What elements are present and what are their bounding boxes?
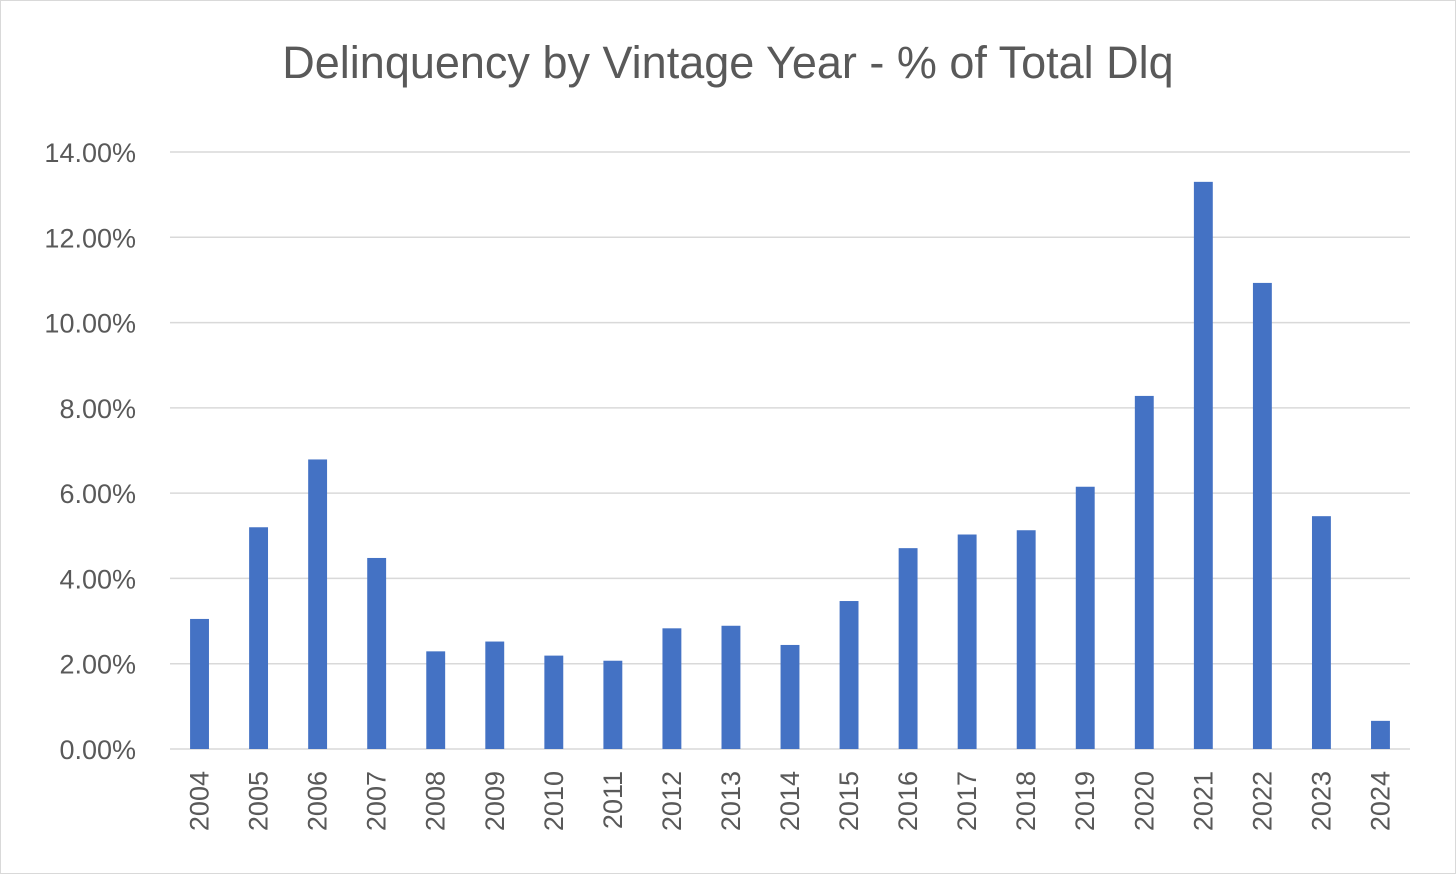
bar-2019 [1075,486,1095,749]
bar-2018 [1016,530,1036,749]
x-tick-label: 2006 [303,771,333,831]
x-tick-label: 2007 [362,771,392,831]
x-tick-label: 2022 [1247,771,1277,831]
x-tick-label: 2016 [893,771,923,831]
bar-2017 [957,534,977,749]
bar-2004 [190,618,209,749]
y-tick-label: 10.00% [44,309,136,339]
x-tick-label: 2009 [480,771,510,831]
y-tick-label: 0.00% [59,735,136,765]
x-tick-label: 2005 [244,771,274,831]
bar-2013 [721,625,741,749]
x-tick-label: 2021 [1188,771,1218,831]
x-tick-label: 2015 [834,771,864,831]
bar-2015 [839,601,859,749]
x-tick-label: 2018 [1011,771,1041,831]
x-tick-label: 2012 [657,771,687,831]
bar-2009 [485,641,505,749]
bar-2012 [662,628,682,749]
x-tick-label: 2014 [775,771,805,831]
x-tick-label: 2008 [421,771,451,831]
bar-2021 [1193,181,1213,750]
bar-2008 [426,651,446,749]
bar-2023 [1311,516,1331,749]
chart-title: Delinquency by Vintage Year - % of Total… [282,37,1174,88]
x-tick-label: 2013 [716,771,746,831]
y-tick-label: 4.00% [59,564,136,594]
bar-2016 [898,548,918,749]
bar-2007 [367,557,387,749]
y-tick-label: 6.00% [59,479,136,509]
bar-2006 [308,459,328,749]
y-tick-label: 14.00% [44,138,136,168]
bar-2010 [544,655,564,749]
x-tick-label: 2010 [539,771,569,831]
bar-2024 [1371,720,1390,749]
bar-2020 [1134,395,1154,749]
x-tick-label: 2019 [1070,771,1100,831]
x-tick-label: 2011 [598,771,628,829]
bar-2011 [603,660,623,749]
x-tick-label: 2023 [1306,771,1336,831]
y-tick-label: 8.00% [59,394,136,424]
x-tick-label: 2004 [185,771,215,831]
x-tick-label: 2020 [1129,771,1159,831]
bar-2022 [1252,282,1272,749]
x-tick-label: 2024 [1365,771,1395,831]
y-tick-label: 2.00% [59,650,136,680]
x-tick-label: 2017 [952,771,982,831]
y-tick-label: 12.00% [44,223,136,253]
bar-2014 [780,644,800,749]
bar-2005 [249,527,269,749]
